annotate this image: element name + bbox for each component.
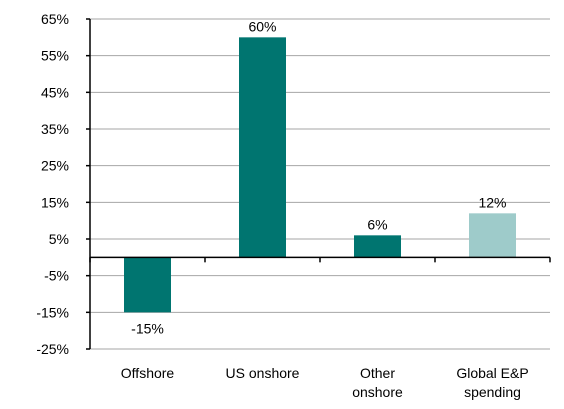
category-label-3: Global E&P <box>456 365 528 381</box>
category-label-3: spending <box>464 384 521 400</box>
y-tick-label: -15% <box>36 304 69 320</box>
y-tick-label: 35% <box>41 121 69 137</box>
y-tick-label: 65% <box>41 11 69 27</box>
y-tick-label: 5% <box>49 231 69 247</box>
bar-1 <box>239 37 286 258</box>
category-label-1: US onshore <box>226 365 300 381</box>
y-tick-label: 25% <box>41 158 69 174</box>
bar-3 <box>469 213 516 258</box>
y-tick-label: -25% <box>36 341 69 357</box>
y-tick-label: 15% <box>41 194 69 210</box>
category-label-0: Offshore <box>121 365 175 381</box>
category-label-2: Other <box>360 365 395 381</box>
data-label-1: 60% <box>248 18 276 34</box>
data-label-0: -15% <box>131 320 164 336</box>
y-tick-label: -5% <box>44 268 69 284</box>
bar-0 <box>124 257 171 313</box>
data-label-2: 6% <box>367 216 387 232</box>
bar-2 <box>354 235 401 258</box>
y-tick-label: 45% <box>41 84 69 100</box>
y-tick-label: 55% <box>41 48 69 64</box>
data-label-3: 12% <box>478 194 506 210</box>
category-label-2: onshore <box>352 384 403 400</box>
